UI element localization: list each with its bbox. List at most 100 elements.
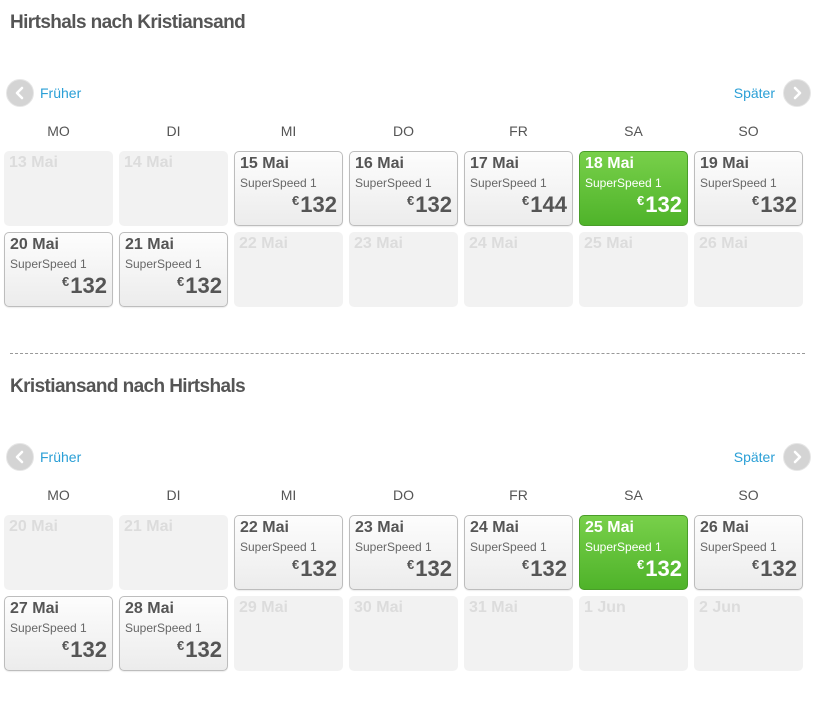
cell-date: 20 Mai <box>10 236 59 253</box>
currency-symbol: € <box>752 193 760 208</box>
price-amount: 132 <box>185 637 222 662</box>
date-cell-unavailable: 23 Mai <box>349 232 458 307</box>
currency-symbol: € <box>177 638 185 653</box>
cell-date: 20 Mai <box>9 518 58 535</box>
earlier-button[interactable]: Früher <box>6 443 81 471</box>
price-amount: 132 <box>760 556 797 581</box>
weekday-label: DI <box>166 123 181 139</box>
date-cell-unavailable: 2 Jun <box>694 596 803 671</box>
cell-ship-name: SuperSpeed 1 <box>125 621 202 635</box>
currency-symbol: € <box>407 193 415 208</box>
cell-date: 16 Mai <box>355 155 404 172</box>
currency-symbol: € <box>62 274 70 289</box>
date-cell[interactable]: 16 Mai SuperSpeed 1 €132 <box>349 151 458 226</box>
weekday-label: FR <box>509 123 528 139</box>
price-amount: 132 <box>70 273 107 298</box>
cell-ship-name: SuperSpeed 1 <box>470 540 547 554</box>
cell-date: 27 Mai <box>10 600 59 617</box>
date-cell-unavailable: 29 Mai <box>234 596 343 671</box>
date-cell-unavailable: 26 Mai <box>694 232 803 307</box>
date-cell[interactable]: 19 Mai SuperSpeed 1 €132 <box>694 151 803 226</box>
date-cell[interactable]: 15 Mai SuperSpeed 1 €132 <box>234 151 343 226</box>
cell-date: 29 Mai <box>239 599 288 616</box>
cell-date: 21 Mai <box>125 236 174 253</box>
price-amount: 132 <box>645 192 682 217</box>
cell-ship-name: SuperSpeed 1 <box>355 540 432 554</box>
cell-date: 21 Mai <box>124 518 173 535</box>
weekday-label: SO <box>738 487 759 503</box>
cell-date: 17 Mai <box>470 155 519 172</box>
date-cell-unavailable: 24 Mai <box>464 232 573 307</box>
later-button[interactable]: Später <box>734 79 811 107</box>
date-cell-unavailable: 13 Mai <box>4 151 113 226</box>
cell-date: 31 Mai <box>469 599 518 616</box>
earlier-label: Früher <box>40 449 82 465</box>
currency-symbol: € <box>292 193 300 208</box>
cell-date: 23 Mai <box>354 235 403 252</box>
later-label: Später <box>733 449 775 465</box>
date-cell-selected[interactable]: 18 Mai SuperSpeed 1 €132 <box>579 151 688 226</box>
cell-price: €132 <box>177 637 222 663</box>
cell-price: €132 <box>62 273 107 299</box>
cell-date: 26 Mai <box>700 519 749 536</box>
date-cell[interactable]: 26 Mai SuperSpeed 1 €132 <box>694 515 803 590</box>
later-button[interactable]: Später <box>734 443 811 471</box>
cell-price: €132 <box>637 192 682 218</box>
cell-date: 28 Mai <box>125 600 174 617</box>
cell-price: €132 <box>407 556 452 582</box>
date-cell-selected[interactable]: 25 Mai SuperSpeed 1 €132 <box>579 515 688 590</box>
date-cell[interactable]: 22 Mai SuperSpeed 1 €132 <box>234 515 343 590</box>
date-cell-unavailable: 20 Mai <box>4 515 113 590</box>
weekday-label: DI <box>166 487 181 503</box>
currency-symbol: € <box>62 638 70 653</box>
date-cell-unavailable: 21 Mai <box>119 515 228 590</box>
price-amount: 132 <box>415 556 452 581</box>
date-cell[interactable]: 28 Mai SuperSpeed 1 €132 <box>119 596 228 671</box>
cell-ship-name: SuperSpeed 1 <box>240 540 317 554</box>
cell-price: €132 <box>62 637 107 663</box>
currency-symbol: € <box>292 557 300 572</box>
cell-ship-name: SuperSpeed 1 <box>470 176 547 190</box>
cell-date: 25 Mai <box>584 235 633 252</box>
currency-symbol: € <box>177 274 185 289</box>
weekday-label: MO <box>47 487 70 503</box>
weekday-label: FR <box>509 487 528 503</box>
weekday-label: MO <box>47 123 70 139</box>
price-amount: 132 <box>415 192 452 217</box>
cell-ship-name: SuperSpeed 1 <box>700 540 777 554</box>
cell-date: 26 Mai <box>699 235 748 252</box>
currency-symbol: € <box>407 557 415 572</box>
weekday-label: SA <box>624 487 643 503</box>
currency-symbol: € <box>522 193 530 208</box>
cell-price: €132 <box>522 556 567 582</box>
date-cell[interactable]: 21 Mai SuperSpeed 1 €132 <box>119 232 228 307</box>
currency-symbol: € <box>637 557 645 572</box>
cell-date: 15 Mai <box>240 155 289 172</box>
date-cell[interactable]: 24 Mai SuperSpeed 1 €132 <box>464 515 573 590</box>
earlier-button[interactable]: Früher <box>6 79 81 107</box>
cell-date: 13 Mai <box>9 154 58 171</box>
cell-price: €144 <box>522 192 567 218</box>
cell-date: 22 Mai <box>239 235 288 252</box>
weekday-label: MI <box>280 123 297 139</box>
cell-ship-name: SuperSpeed 1 <box>355 176 432 190</box>
cell-ship-name: SuperSpeed 1 <box>700 176 777 190</box>
date-cell[interactable]: 17 Mai SuperSpeed 1 €144 <box>464 151 573 226</box>
price-amount: 132 <box>300 556 337 581</box>
cell-date: 23 Mai <box>355 519 404 536</box>
weekday-label: SO <box>738 123 759 139</box>
weekday-label: SA <box>624 123 643 139</box>
date-cell-unavailable: 30 Mai <box>349 596 458 671</box>
price-amount: 132 <box>645 556 682 581</box>
cell-price: €132 <box>637 556 682 582</box>
cell-date: 22 Mai <box>240 519 289 536</box>
date-cell[interactable]: 27 Mai SuperSpeed 1 €132 <box>4 596 113 671</box>
price-amount: 132 <box>300 192 337 217</box>
cell-ship-name: SuperSpeed 1 <box>585 176 662 190</box>
chevron-right-icon <box>783 79 811 107</box>
date-cell[interactable]: 23 Mai SuperSpeed 1 €132 <box>349 515 458 590</box>
date-cell[interactable]: 20 Mai SuperSpeed 1 €132 <box>4 232 113 307</box>
section-divider <box>10 353 805 354</box>
cell-date: 1 Jun <box>584 599 626 616</box>
chevron-left-icon <box>6 443 34 471</box>
